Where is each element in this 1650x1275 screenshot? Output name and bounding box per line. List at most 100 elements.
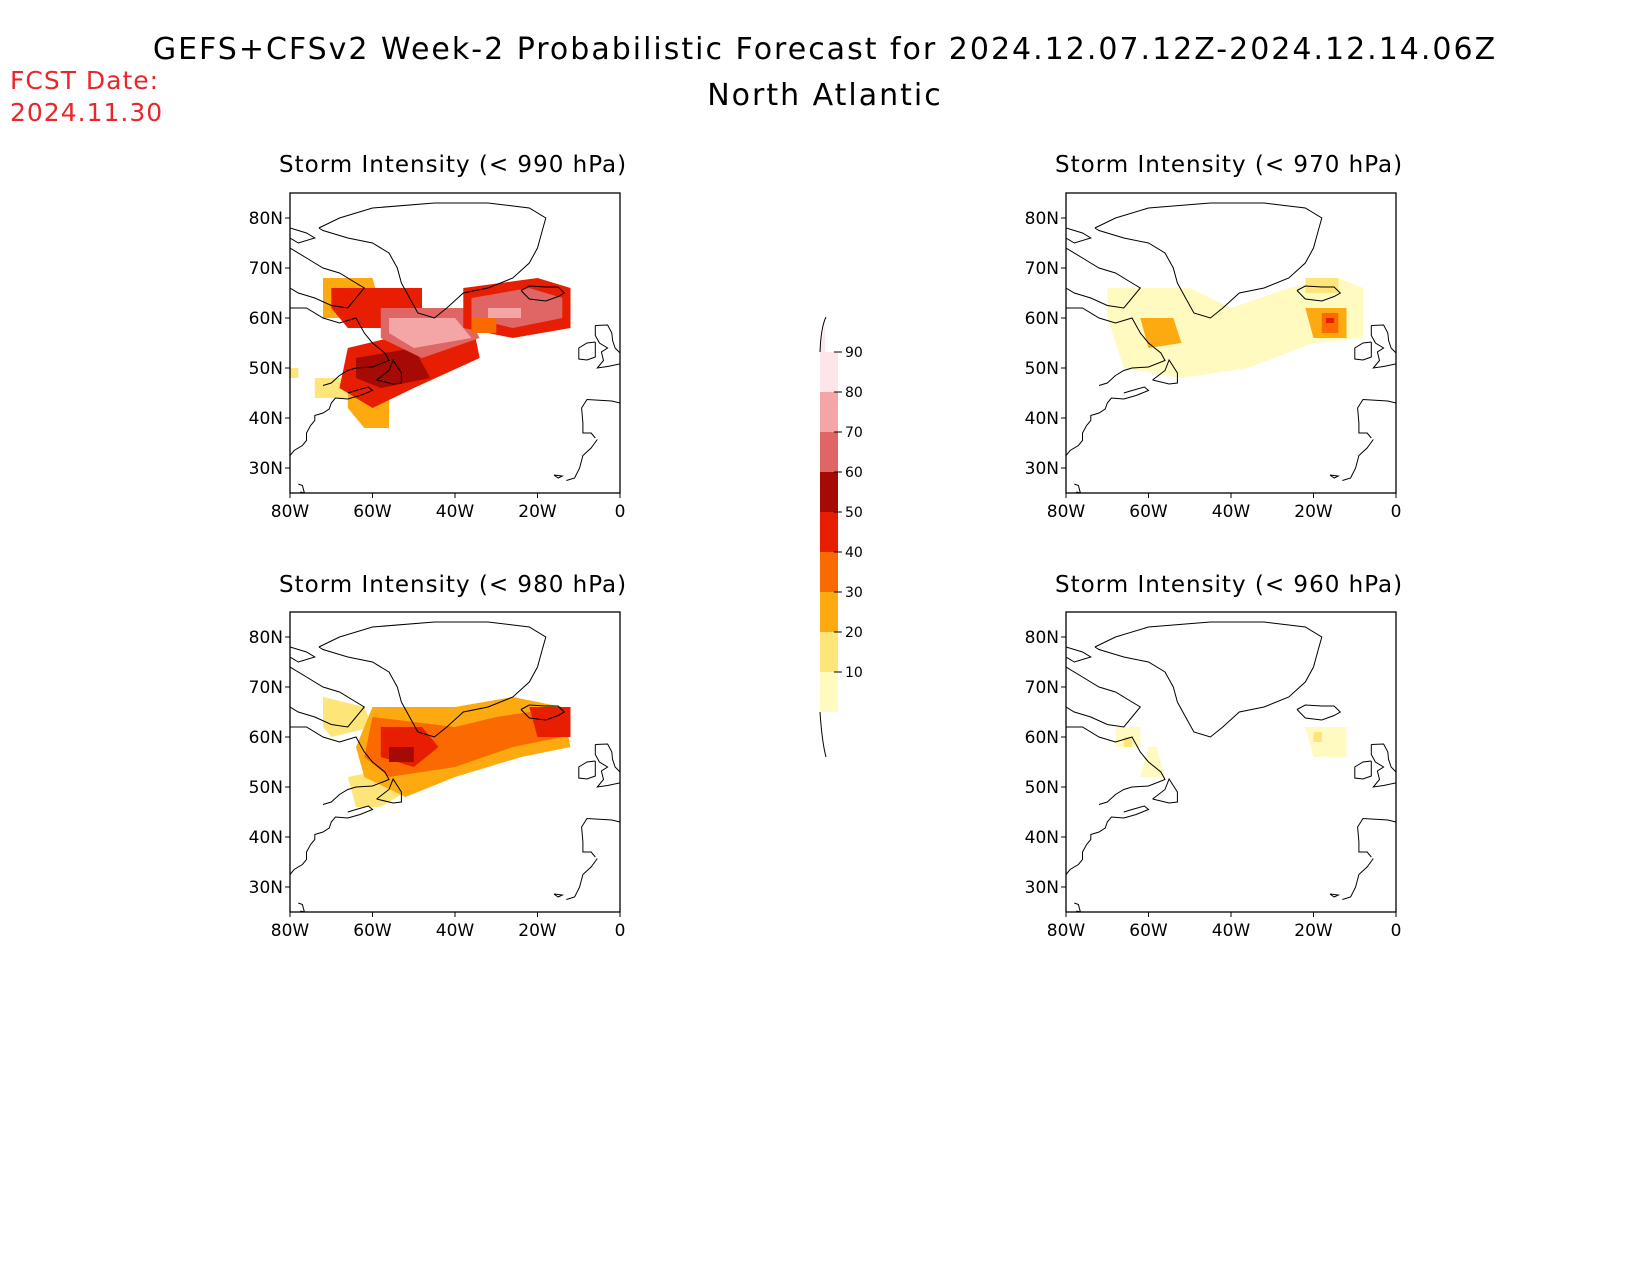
lat-tick-label: 50N bbox=[1025, 778, 1059, 798]
lon-tick-label: 60W bbox=[353, 921, 392, 941]
lat-tick-label: 60N bbox=[1025, 728, 1059, 748]
coastline bbox=[298, 902, 305, 912]
lat-tick-label: 80N bbox=[249, 209, 283, 229]
lon-tick-label: 80W bbox=[271, 502, 310, 522]
coastline bbox=[594, 324, 620, 369]
probability-region bbox=[1305, 278, 1339, 293]
coastline bbox=[1370, 324, 1396, 369]
coastline bbox=[1066, 307, 1166, 386]
coastline bbox=[581, 398, 620, 439]
probability-shading bbox=[290, 278, 571, 428]
coastline bbox=[1074, 902, 1081, 912]
map-panel-960: 80N 70N 60N 50N 40N 30N 80W 60W 40W 20W 0 bbox=[1025, 611, 1401, 941]
coastline bbox=[1152, 777, 1178, 804]
coastline bbox=[1066, 227, 1093, 244]
coastline bbox=[318, 202, 547, 319]
lat-tick-label: 50N bbox=[249, 778, 283, 798]
colorbar-swatch bbox=[820, 472, 838, 512]
coastlines bbox=[290, 202, 620, 493]
lon-tick-label: 0 bbox=[615, 921, 626, 941]
panel-title-990: Storm Intensity (< 990 hPa) bbox=[279, 152, 628, 178]
lat-tick-label: 30N bbox=[249, 878, 283, 898]
probability-region bbox=[290, 368, 299, 378]
fcst-date-value: 2024.11.30 bbox=[10, 98, 164, 127]
coastline bbox=[1354, 341, 1372, 361]
fcst-date-label: FCST Date: bbox=[10, 66, 160, 95]
probability-region bbox=[1313, 732, 1322, 742]
lon-tick-label: 80W bbox=[271, 921, 310, 941]
main-title: GEFS+CFSv2 Week-2 Probabilistic Forecast… bbox=[152, 32, 1498, 67]
coastline bbox=[1342, 858, 1374, 900]
coastline bbox=[290, 307, 390, 386]
lon-tick-label: 20W bbox=[1294, 502, 1333, 522]
colorbar-label: 60 bbox=[845, 465, 863, 481]
coastline bbox=[1296, 704, 1342, 721]
coastline bbox=[290, 666, 366, 728]
sub-title: North Atlantic bbox=[707, 78, 943, 113]
lat-tick-label: 70N bbox=[249, 678, 283, 698]
colorbar-swatch bbox=[820, 552, 838, 592]
lat-tick-label: 60N bbox=[249, 728, 283, 748]
probability-shading bbox=[1115, 727, 1347, 777]
colorbar-cap bbox=[819, 316, 827, 353]
coastline bbox=[1066, 805, 1150, 875]
lon-tick-label: 60W bbox=[1129, 502, 1168, 522]
lon-tick-label: 20W bbox=[518, 921, 557, 941]
coastlines bbox=[1066, 202, 1396, 493]
lat-tick-label: 30N bbox=[1025, 459, 1059, 479]
coastline bbox=[290, 386, 374, 456]
coastline bbox=[520, 285, 566, 302]
coastline bbox=[1357, 398, 1396, 439]
panel-title-970: Storm Intensity (< 970 hPa) bbox=[1055, 152, 1404, 178]
probability-region bbox=[389, 747, 414, 762]
lat-tick-label: 60N bbox=[249, 309, 283, 329]
lat-tick-label: 50N bbox=[249, 359, 283, 379]
coastline bbox=[290, 805, 374, 875]
coastline bbox=[1342, 439, 1374, 481]
lon-tick-label: 40W bbox=[436, 502, 475, 522]
coastline bbox=[290, 726, 390, 805]
coastline bbox=[1066, 646, 1093, 663]
coastline bbox=[290, 227, 317, 244]
lon-tick-label: 80W bbox=[1047, 921, 1086, 941]
colorbar-label: 50 bbox=[845, 505, 863, 521]
coastline bbox=[1354, 760, 1372, 780]
coastline bbox=[578, 760, 596, 780]
lon-tick-label: 40W bbox=[436, 921, 475, 941]
lat-tick-label: 50N bbox=[1025, 359, 1059, 379]
colorbar-swatch bbox=[820, 352, 838, 392]
probability-region bbox=[1325, 318, 1335, 323]
lat-tick-label: 30N bbox=[1025, 878, 1059, 898]
panel-title-980: Storm Intensity (< 980 hPa) bbox=[279, 572, 628, 598]
coastline bbox=[1357, 817, 1396, 858]
lon-tick-label: 80W bbox=[1047, 502, 1086, 522]
coastline bbox=[581, 817, 620, 858]
coastline bbox=[578, 341, 596, 361]
coastlines bbox=[1066, 621, 1396, 912]
colorbar-swatch bbox=[820, 432, 838, 472]
lon-tick-label: 60W bbox=[353, 502, 392, 522]
colorbar-label: 90 bbox=[845, 345, 863, 361]
lon-tick-label: 60W bbox=[1129, 921, 1168, 941]
coastline bbox=[1074, 483, 1081, 493]
probability-region bbox=[1305, 727, 1347, 757]
coastline bbox=[1329, 893, 1341, 898]
colorbar-cap bbox=[820, 325, 825, 352]
coastline bbox=[566, 439, 598, 481]
colorbar-swatch bbox=[820, 672, 838, 712]
colorbar-swatch bbox=[820, 512, 838, 552]
lat-tick-label: 60N bbox=[1025, 309, 1059, 329]
colorbar-swatch bbox=[820, 592, 838, 632]
map-panel-990: 80N 70N 60N 50N 40N 30N 80W 60W 40W 20W 0 bbox=[249, 192, 625, 522]
lat-tick-label: 40N bbox=[1025, 409, 1059, 429]
lat-tick-label: 70N bbox=[249, 259, 283, 279]
probability-region bbox=[1140, 318, 1182, 348]
coastline bbox=[1094, 202, 1323, 319]
coastline bbox=[553, 893, 565, 898]
probability-region bbox=[1123, 737, 1132, 747]
coastline bbox=[376, 358, 402, 385]
probability-region bbox=[488, 308, 521, 318]
lon-tick-label: 20W bbox=[1294, 921, 1333, 941]
map-frame bbox=[1065, 611, 1397, 913]
coastline bbox=[520, 704, 566, 721]
